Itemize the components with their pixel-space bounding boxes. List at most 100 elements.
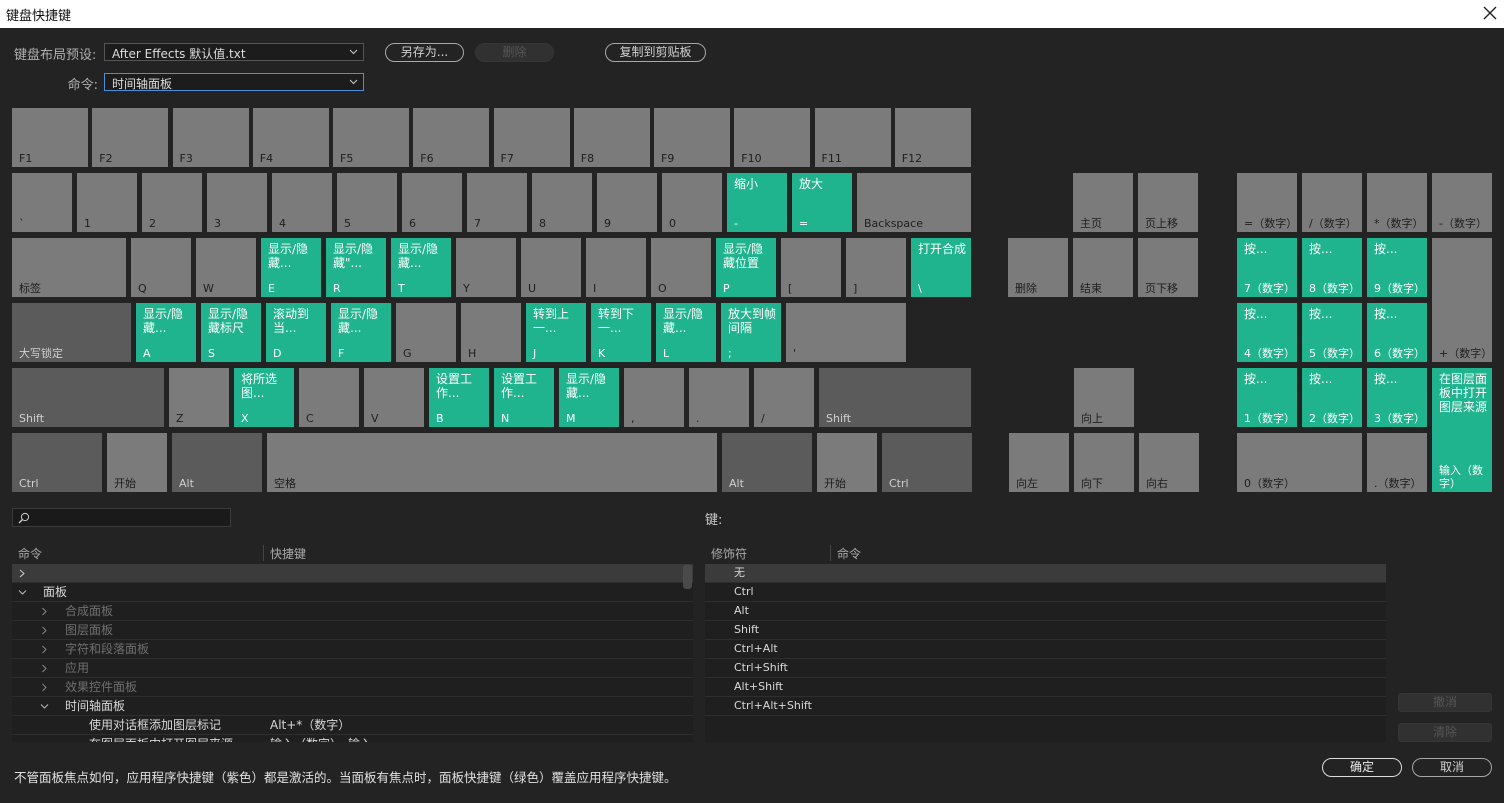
list-row[interactable] <box>12 564 693 583</box>
save-as-button[interactable]: 另存为... <box>385 43 464 62</box>
copy-button[interactable]: 复制到剪贴板 <box>605 43 706 62</box>
key[interactable]: F10 <box>734 108 811 167</box>
key[interactable]: 显示/隐藏... A <box>136 303 196 362</box>
key[interactable]: Ctrl <box>882 433 972 492</box>
key[interactable]: 按... 1（数字） <box>1237 368 1297 427</box>
key[interactable]: , <box>624 368 684 427</box>
key[interactable]: 主页 <box>1073 173 1133 232</box>
key[interactable]: ' <box>786 303 906 362</box>
key[interactable]: 将所选图... X <box>234 368 294 427</box>
key[interactable]: V <box>364 368 424 427</box>
key[interactable]: 显示/隐藏... E <box>261 238 321 297</box>
key[interactable]: O <box>651 238 711 297</box>
preset-dropdown[interactable]: After Effects 默认值.txt <box>104 43 364 61</box>
expand-chevron[interactable] <box>18 588 27 597</box>
list-row[interactable]: Shift <box>705 621 1386 640</box>
key[interactable]: W <box>196 238 256 297</box>
list-row[interactable]: Alt+Shift <box>705 678 1386 697</box>
key[interactable]: 按... 4（数字） <box>1237 303 1297 362</box>
key[interactable]: =（数字） <box>1237 173 1297 232</box>
expand-chevron[interactable] <box>40 702 49 711</box>
key[interactable]: 9 <box>597 173 657 232</box>
list-row[interactable]: 字符和段落面板 <box>12 640 693 659</box>
list-row[interactable]: 无 <box>705 564 1386 583</box>
key[interactable]: 按... 6（数字） <box>1367 303 1427 362</box>
key[interactable]: Shift <box>819 368 971 427</box>
expand-chevron[interactable] <box>40 683 49 692</box>
key[interactable]: F7 <box>493 108 570 167</box>
key[interactable]: 删除 <box>1008 238 1068 297</box>
key[interactable]: F2 <box>92 108 169 167</box>
key[interactable]: 大写锁定 <box>12 303 131 362</box>
key[interactable]: G <box>396 303 456 362</box>
list-row[interactable]: 效果控件面板 <box>12 678 693 697</box>
key[interactable]: 显示/隐藏... L <box>656 303 716 362</box>
key[interactable]: Y <box>456 238 516 297</box>
key[interactable]: I <box>586 238 646 297</box>
key[interactable]: Shift <box>12 368 164 427</box>
key[interactable]: 设置工作... N <box>494 368 554 427</box>
key[interactable]: 开始 <box>817 433 877 492</box>
key[interactable]: C <box>299 368 359 427</box>
key[interactable]: 按... 7（数字） <box>1237 238 1297 297</box>
key[interactable]: 显示/隐藏... T <box>391 238 451 297</box>
key[interactable]: 显示/隐藏标尺 S <box>201 303 261 362</box>
search-box[interactable] <box>12 508 231 527</box>
list-row[interactable]: 在图层面板中打开图层来源 输入（数字），输入 <box>12 735 693 742</box>
key[interactable]: 按... 5（数字） <box>1302 303 1362 362</box>
expand-chevron[interactable] <box>40 607 49 616</box>
key[interactable]: 打开合成 \ <box>911 238 971 297</box>
key[interactable]: 0（数字） <box>1237 433 1362 492</box>
key[interactable]: 2 <box>142 173 202 232</box>
key[interactable]: . <box>689 368 749 427</box>
key[interactable]: 4 <box>272 173 332 232</box>
key[interactable]: 按... 2（数字） <box>1302 368 1362 427</box>
key[interactable]: .（数字） <box>1367 433 1427 492</box>
key[interactable]: 显示/隐藏... M <box>559 368 619 427</box>
ok-button[interactable]: 确定 <box>1322 758 1402 777</box>
key[interactable]: Z <box>169 368 229 427</box>
key[interactable]: ` <box>12 173 72 232</box>
key[interactable]: ] <box>846 238 906 297</box>
key[interactable]: 8 <box>532 173 592 232</box>
key[interactable]: F4 <box>252 108 329 167</box>
expand-chevron[interactable] <box>40 664 49 673</box>
list-row[interactable]: 图层面板 <box>12 621 693 640</box>
command-dropdown[interactable]: 时间轴面板 <box>104 73 364 91</box>
key[interactable]: 按... 9（数字） <box>1367 238 1427 297</box>
key[interactable]: /（数字） <box>1302 173 1362 232</box>
key[interactable]: 开始 <box>107 433 167 492</box>
key[interactable]: F3 <box>172 108 249 167</box>
key[interactable]: 显示/隐藏位置 P <box>716 238 776 297</box>
key[interactable]: 放大到帧间隔; <box>721 303 781 362</box>
key[interactable]: 1 <box>77 173 137 232</box>
scrollbar-thumb[interactable] <box>683 565 692 589</box>
key[interactable]: 转到上一... J <box>526 303 586 362</box>
key[interactable]: 空格 <box>267 433 717 492</box>
key[interactable]: F12 <box>894 108 971 167</box>
key[interactable]: 页下移 <box>1138 238 1198 297</box>
list-row[interactable]: 合成面板 <box>12 602 693 621</box>
key[interactable]: +（数字） <box>1432 238 1492 362</box>
expand-chevron[interactable] <box>40 645 49 654</box>
key[interactable]: Ctrl <box>12 433 102 492</box>
list-row[interactable]: Ctrl+Shift <box>705 659 1386 678</box>
key[interactable]: 设置工作... B <box>429 368 489 427</box>
key[interactable]: F6 <box>413 108 490 167</box>
list-row[interactable]: 使用对话框添加图层标记 Alt+*（数字） <box>12 716 693 735</box>
key[interactable]: 滚动到当... D <box>266 303 326 362</box>
key[interactable]: 缩小 - <box>727 173 787 232</box>
close-button[interactable] <box>1483 6 1497 20</box>
list-row[interactable]: Ctrl+Alt <box>705 640 1386 659</box>
key[interactable]: *（数字） <box>1367 173 1427 232</box>
key[interactable]: 6 <box>402 173 462 232</box>
key[interactable]: F5 <box>333 108 409 167</box>
key[interactable]: 显示/隐藏"... R <box>326 238 386 297</box>
key[interactable]: F9 <box>654 108 730 167</box>
key[interactable]: / <box>754 368 814 427</box>
key[interactable]: 向右 <box>1139 433 1199 492</box>
key[interactable]: 显示/隐藏... F <box>331 303 391 362</box>
key[interactable]: 5 <box>337 173 397 232</box>
key[interactable]: Alt <box>172 433 262 492</box>
key[interactable]: 结束 <box>1073 238 1133 297</box>
